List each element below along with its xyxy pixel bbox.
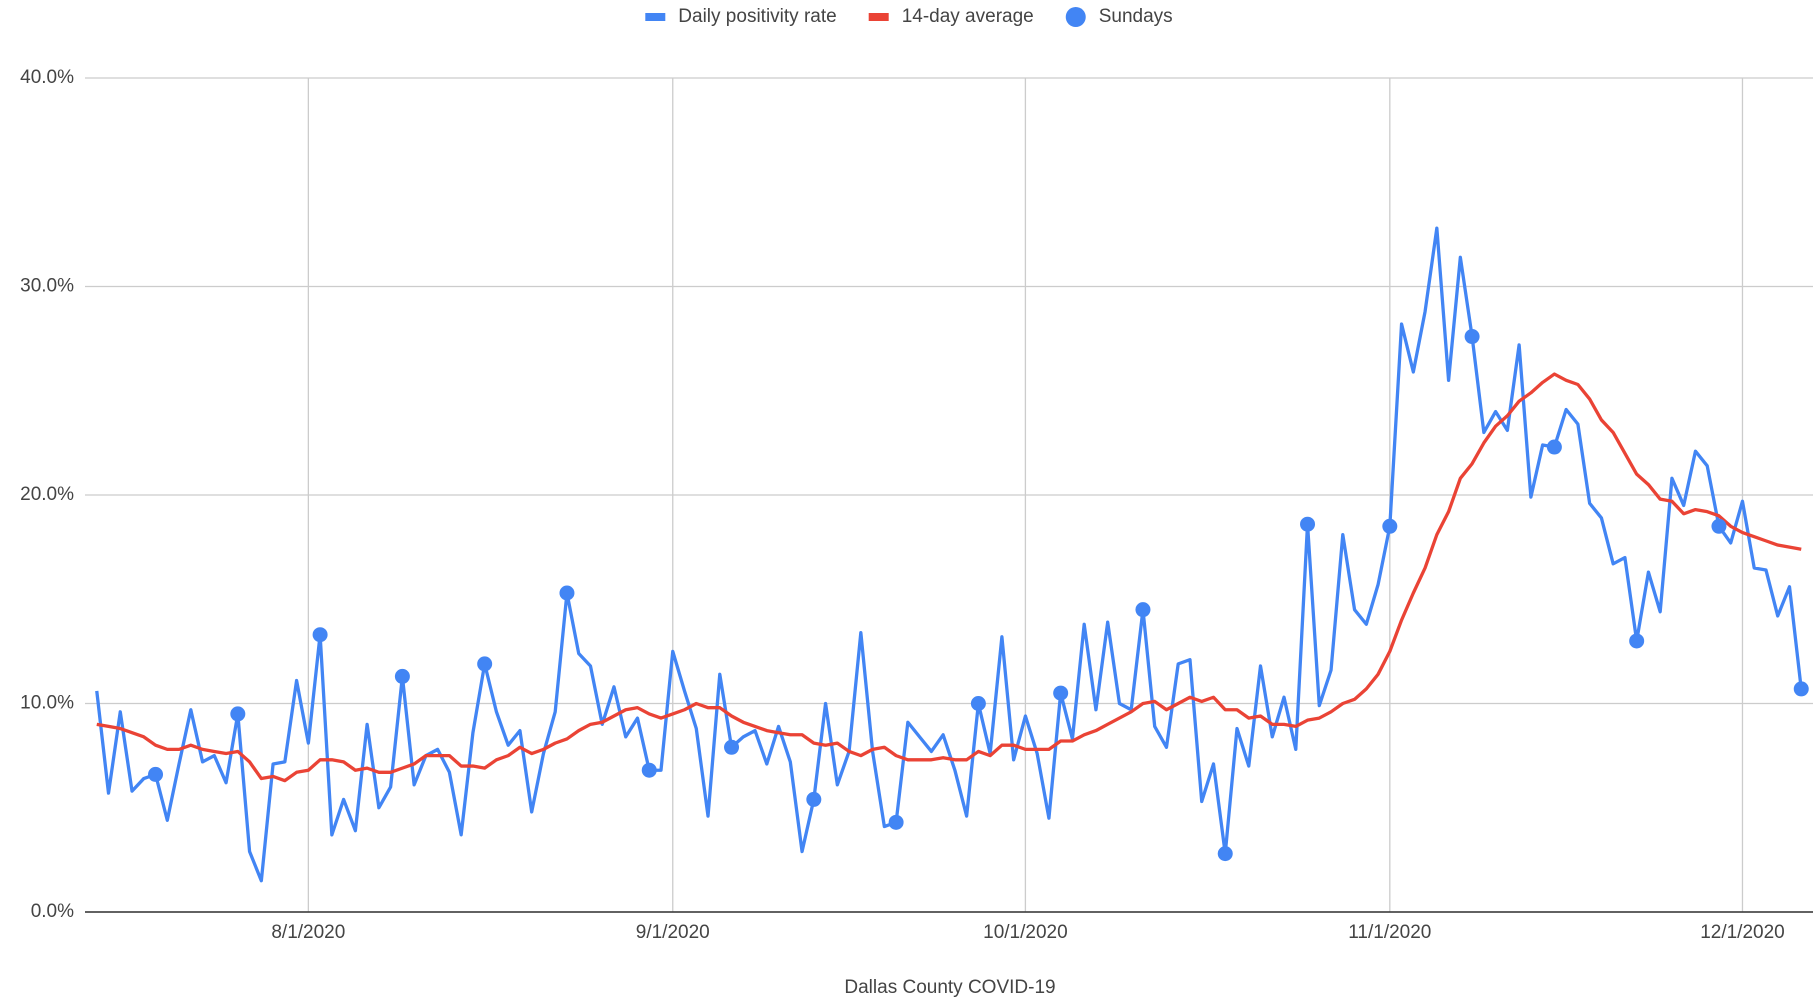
sunday-point [477, 656, 493, 672]
sunday-point [970, 696, 986, 711]
y-tick-label: 20.0% [20, 484, 74, 505]
y-tick-label: 30.0% [20, 276, 74, 297]
sunday-point [559, 585, 575, 601]
sunday-point [1300, 516, 1316, 532]
sunday-point [1053, 685, 1069, 701]
legend-swatch [868, 13, 889, 21]
legend-label: Sundays [1099, 6, 1173, 27]
sunday-point [641, 762, 657, 778]
legend-label: Daily positivity rate [678, 6, 836, 27]
y-tick-label: 0.0% [31, 901, 74, 922]
x-tick-label: 8/1/2020 [271, 922, 345, 943]
series-line [95, 226, 1803, 883]
x-axis-title: Dallas County COVID-19 [844, 977, 1055, 998]
sunday-point [1382, 518, 1398, 534]
sunday-point [1217, 846, 1233, 862]
x-tick-label: 12/1/2020 [1700, 922, 1785, 943]
x-tick-label: 9/1/2020 [636, 922, 710, 943]
x-tick-label: 10/1/2020 [983, 922, 1068, 943]
sunday-point [1711, 518, 1727, 534]
sunday-point [312, 627, 328, 643]
legend-swatch [645, 13, 666, 21]
series-line [96, 372, 1802, 783]
x-tick-label: 11/1/2020 [1348, 922, 1431, 943]
sunday-point [148, 766, 164, 782]
legend-label: 14-day average [902, 6, 1034, 27]
sunday-point [394, 668, 410, 684]
sunday-point [1135, 602, 1151, 618]
sunday-point [724, 739, 740, 755]
legend-swatch [1065, 7, 1086, 27]
sunday-point [806, 791, 822, 807]
y-tick-label: 40.0% [20, 67, 74, 88]
sunday-point [230, 706, 246, 722]
y-tick-label: 10.0% [20, 693, 74, 714]
sunday-point [1464, 329, 1480, 345]
sunday-point [1629, 633, 1645, 649]
sunday-point [888, 814, 904, 830]
sunday-point [1793, 681, 1809, 697]
sunday-point [1546, 439, 1562, 455]
